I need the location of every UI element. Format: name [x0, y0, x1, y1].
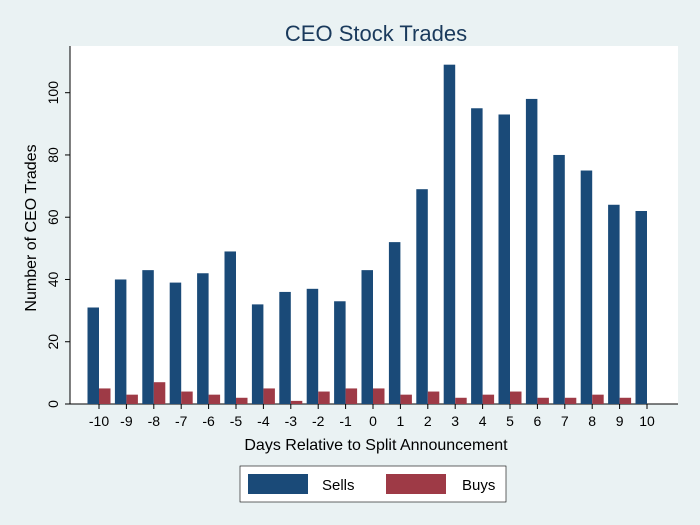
bar-sells — [608, 204, 620, 404]
bar-buys — [510, 391, 522, 404]
x-tick-label: -1 — [339, 413, 352, 429]
bar-sells — [334, 301, 346, 404]
bar-buys — [373, 388, 385, 404]
bar-sells — [279, 291, 291, 404]
x-tick-label: -6 — [202, 413, 215, 429]
legend-swatch-buys — [386, 474, 446, 494]
bars — [87, 64, 647, 405]
x-tick-label: 9 — [616, 413, 624, 429]
y-tick-label: 100 — [45, 81, 61, 105]
y-tick-label: 40 — [45, 271, 61, 287]
bar-buys — [400, 394, 412, 404]
bar-sells — [361, 270, 373, 404]
bar-buys — [345, 388, 358, 404]
bar-sells — [306, 288, 319, 404]
bar-sells — [224, 251, 236, 404]
bar-buys — [427, 391, 440, 404]
bar-buys — [455, 397, 467, 404]
chart-title: CEO Stock Trades — [285, 21, 467, 46]
y-axis: 0 20 40 60 80 100 — [45, 46, 71, 408]
x-tick-label: 7 — [561, 413, 569, 429]
x-tick-label: 4 — [479, 413, 487, 429]
x-tick-label: -4 — [257, 413, 270, 429]
x-tick-label: 0 — [369, 413, 377, 429]
bar-buys — [153, 382, 166, 404]
x-tick-label: 5 — [506, 413, 514, 429]
bar-buys — [236, 397, 248, 404]
x-tick-label: 6 — [534, 413, 542, 429]
x-tick-label: -2 — [312, 413, 325, 429]
x-tick-label: -8 — [148, 413, 161, 429]
x-tick-label: 2 — [424, 413, 432, 429]
legend: Sells Buys — [239, 465, 507, 503]
bar-buys — [99, 388, 111, 404]
bar-sells — [251, 304, 264, 404]
x-tick-label: -3 — [285, 413, 298, 429]
x-tick-label: -9 — [120, 413, 133, 429]
y-tick-label: 20 — [45, 334, 61, 350]
bar-buys — [564, 397, 577, 404]
x-tick-label: 8 — [588, 413, 596, 429]
x-axis-label: Days Relative to Split Announcement — [244, 437, 508, 454]
bar-buys — [537, 397, 549, 404]
bar-sells — [443, 64, 456, 405]
bar-buys — [318, 391, 330, 404]
bar-sells — [635, 210, 647, 404]
bar-sells — [197, 273, 209, 404]
bar-sells — [471, 108, 483, 405]
x-tick-label: -5 — [230, 413, 243, 429]
bar-buys — [126, 394, 138, 404]
bar-buys — [482, 394, 495, 404]
y-tick-label: 0 — [45, 400, 61, 408]
x-tick-label: 1 — [397, 413, 405, 429]
y-tick-label: 80 — [45, 147, 61, 163]
y-axis-label: Number of CEO Trades — [23, 144, 40, 311]
bar-sells — [114, 279, 127, 404]
bar-sells — [169, 282, 182, 404]
bar-buys — [208, 394, 221, 404]
x-tick-label: -10 — [89, 413, 109, 429]
bar-buys — [263, 388, 275, 404]
bar-buys — [619, 397, 632, 404]
bar-sells — [525, 98, 538, 404]
legend-swatch-sells — [248, 474, 308, 494]
bar-sells — [87, 307, 99, 404]
bar-sells — [416, 189, 428, 404]
bar-buys — [592, 394, 604, 404]
y-tick-label: 60 — [45, 209, 61, 225]
x-tick-label: 3 — [451, 413, 459, 429]
bar-sells — [388, 242, 401, 404]
x-tick-label: -7 — [175, 413, 188, 429]
bar-sells — [580, 170, 593, 404]
bar-sells — [142, 270, 154, 404]
legend-label-sells: Sells — [322, 477, 355, 494]
x-tick-label: 10 — [639, 413, 655, 429]
bar-buys — [290, 400, 303, 404]
bar-sells — [498, 114, 510, 405]
bar-buys — [181, 391, 193, 404]
bar-sells — [553, 154, 565, 404]
legend-label-buys: Buys — [462, 477, 495, 494]
